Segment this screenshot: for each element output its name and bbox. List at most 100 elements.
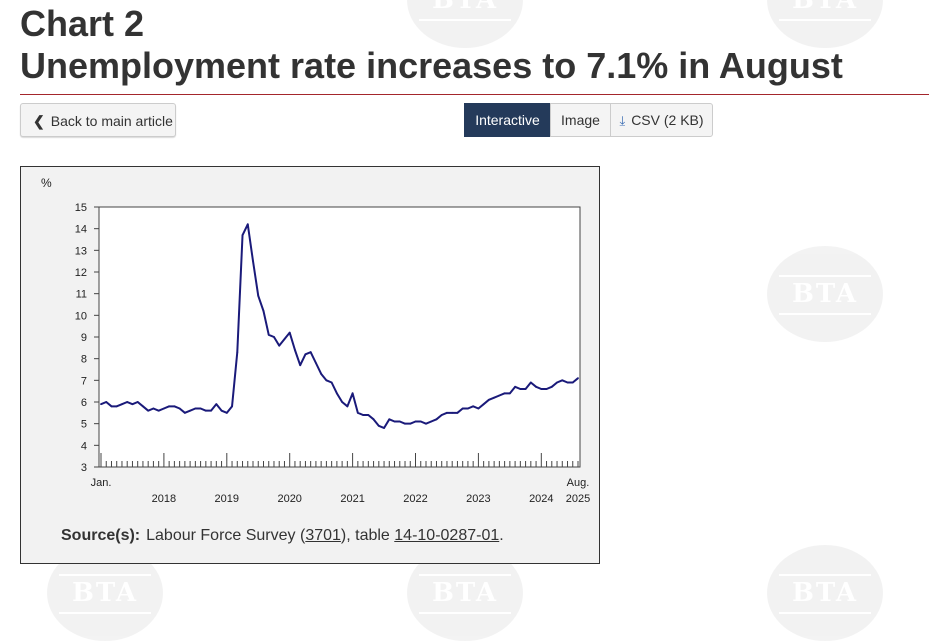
data-point — [335, 392, 338, 395]
page-title: Chart 2 Unemployment rate increases to 7… — [20, 4, 843, 88]
data-point — [204, 409, 207, 412]
x-year-label: 2024 — [529, 493, 553, 505]
y-tick-label: 9 — [81, 332, 87, 344]
chart-title: Unemployment rate increases to 7.1% in A… — [20, 45, 843, 86]
data-point — [267, 333, 270, 336]
y-tick-label: 11 — [76, 289, 87, 301]
data-point — [330, 381, 333, 384]
data-point — [341, 401, 344, 403]
data-point — [477, 407, 480, 410]
data-point — [461, 407, 464, 410]
data-point — [362, 414, 364, 416]
data-point — [131, 403, 134, 406]
data-point — [456, 411, 459, 414]
title-divider — [20, 94, 929, 95]
data-point — [189, 409, 192, 412]
data-point — [524, 388, 527, 390]
data-point — [556, 381, 558, 384]
tab-csv-download[interactable]: ⤓ CSV (2 KB) — [610, 103, 713, 137]
watermark-logo: BTA — [767, 246, 883, 342]
back-button-label: Back to main article — [50, 113, 173, 129]
data-point — [215, 403, 218, 406]
tab-interactive[interactable]: Interactive — [464, 103, 551, 137]
data-point — [163, 407, 165, 410]
data-point — [519, 388, 522, 390]
y-tick-label: 13 — [75, 245, 87, 257]
data-point — [493, 396, 496, 399]
data-point — [126, 401, 129, 403]
data-point — [241, 234, 244, 237]
data-point — [372, 418, 375, 421]
y-tick-label: 6 — [81, 397, 87, 409]
data-point — [147, 409, 150, 412]
data-point — [503, 392, 506, 395]
data-point — [278, 344, 281, 347]
source-label: Source(s): — [61, 527, 141, 544]
data-point — [183, 411, 186, 414]
data-point — [545, 388, 548, 390]
data-point — [451, 411, 454, 414]
data-point — [320, 372, 323, 375]
tab-csv-label: CSV (2 KB) — [631, 112, 704, 128]
x-end-label: Aug. — [567, 477, 590, 489]
data-point — [309, 351, 312, 354]
source-note: Source(s): Labour Force Survey (3701), ta… — [61, 527, 504, 545]
data-point — [288, 331, 291, 334]
y-tick-label: 7 — [81, 375, 87, 387]
source-text: . — [499, 527, 504, 544]
data-point — [210, 409, 212, 412]
data-point — [346, 405, 349, 408]
y-axis-unit: % — [41, 176, 52, 190]
survey-link[interactable]: 3701 — [305, 527, 341, 544]
data-point — [514, 385, 516, 388]
x-year-label: 2020 — [277, 493, 301, 505]
data-point — [377, 424, 380, 427]
y-tick-label: 4 — [81, 440, 87, 452]
y-tick-label: 3 — [81, 462, 87, 474]
data-point — [231, 405, 233, 408]
data-point — [404, 422, 406, 425]
source-text: ), table — [340, 527, 395, 544]
y-tick-label: 5 — [81, 419, 87, 431]
x-start-label: Jan. — [91, 477, 112, 489]
x-year-label: 2018 — [152, 493, 176, 505]
tab-image-label: Image — [561, 112, 600, 128]
data-point — [535, 385, 537, 388]
data-point — [110, 405, 113, 408]
x-year-label: 2023 — [466, 493, 490, 505]
data-point — [294, 349, 296, 351]
data-point — [498, 394, 501, 397]
table-link[interactable]: 14-10-0287-01 — [394, 527, 500, 544]
data-point — [388, 418, 391, 421]
data-point — [508, 392, 511, 395]
x-year-label: 2021 — [340, 493, 364, 505]
data-point — [105, 401, 108, 403]
data-point — [225, 411, 228, 414]
x-year-label: 2019 — [215, 493, 239, 505]
x-year-label: 2025 — [566, 493, 590, 505]
data-point — [482, 403, 485, 406]
tab-image[interactable]: Image — [550, 103, 611, 137]
data-point — [425, 422, 427, 425]
data-point — [577, 377, 579, 380]
data-point — [419, 420, 422, 423]
data-point — [315, 362, 317, 364]
data-point — [252, 260, 254, 263]
back-button[interactable]: ❮ Back to main article — [20, 103, 176, 137]
y-tick-label: 8 — [81, 354, 87, 366]
data-point — [152, 407, 155, 410]
y-tick-label: 12 — [75, 267, 87, 279]
data-point — [435, 418, 438, 421]
data-point — [398, 420, 401, 423]
y-tick-label: 10 — [75, 310, 87, 322]
data-point — [409, 422, 412, 425]
tab-interactive-label: Interactive — [475, 112, 540, 128]
data-point — [178, 407, 181, 410]
chart-panel: % 3 4 5 6 7 8 9 10 11 12 13 14 15 Jan. Aug. 2018 2019 2020… — [20, 166, 600, 564]
data-point — [393, 420, 396, 423]
data-point — [220, 409, 223, 412]
data-point — [299, 364, 302, 367]
data-point — [304, 353, 307, 356]
data-point — [487, 398, 490, 401]
y-tick-label: 14 — [75, 224, 87, 236]
